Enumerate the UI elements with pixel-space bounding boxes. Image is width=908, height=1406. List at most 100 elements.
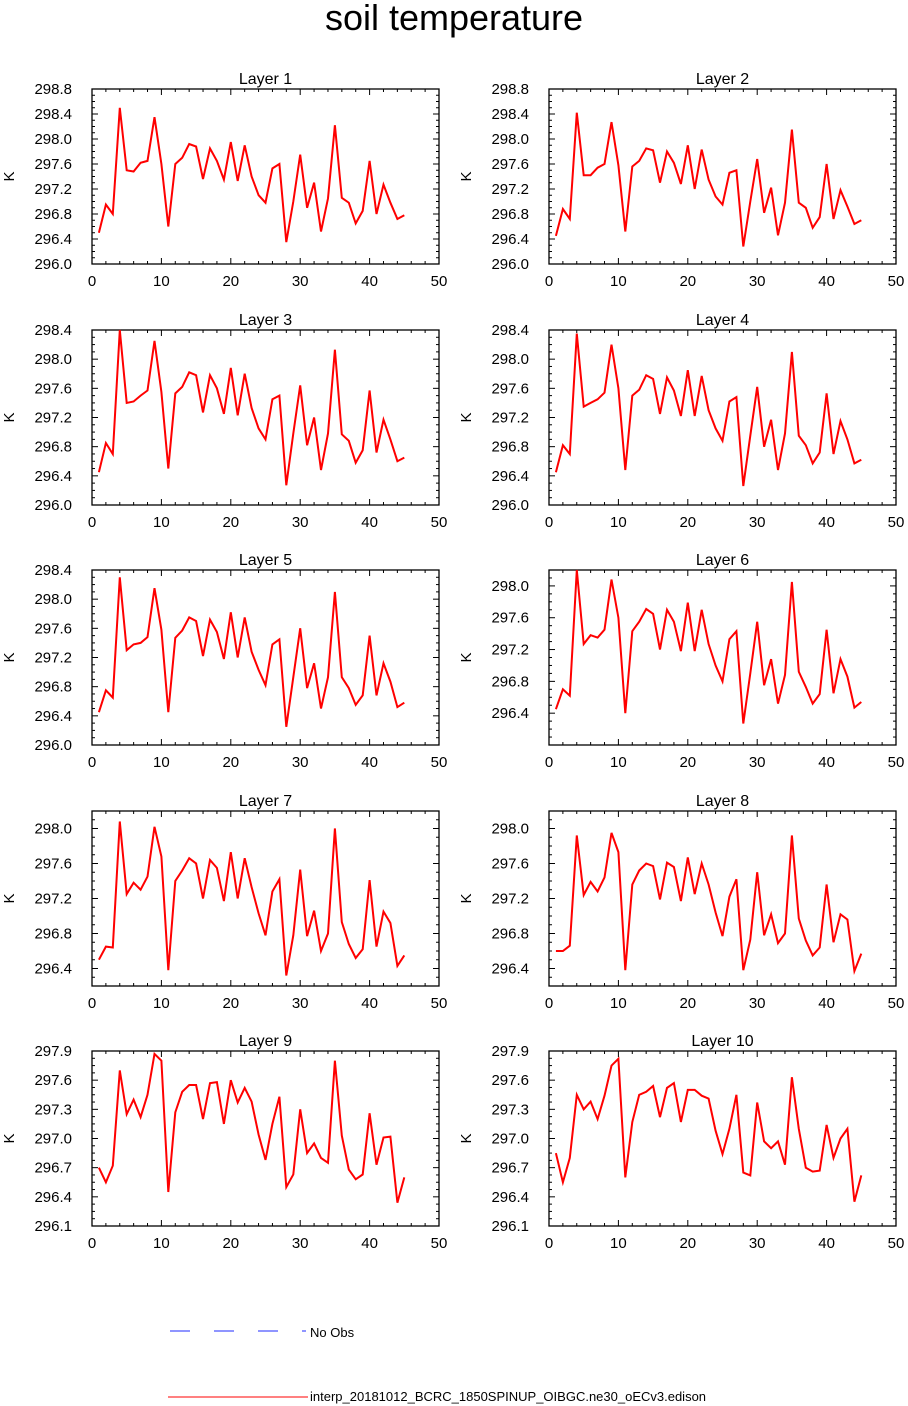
panel-layer-10: Layer 10 K 0 10 20 30 40 50 296.1 296.4 296.7 297.0… — [458, 1033, 904, 1252]
x-tick-label: 20 — [222, 273, 239, 290]
panel-title: Layer 5 — [239, 552, 292, 569]
y-tick-label: 298.4 — [34, 106, 72, 123]
y-tick-label: 297.6 — [491, 380, 529, 397]
x-tick-label: 0 — [545, 754, 553, 771]
x-tick-label: 40 — [361, 995, 378, 1012]
x-tick-label: 20 — [679, 754, 696, 771]
y-axis-label: K — [458, 893, 475, 903]
y-axis-label: K — [458, 412, 475, 422]
x-tick-label: 30 — [292, 1235, 309, 1252]
y-tick-label: 298.0 — [34, 591, 72, 608]
y-tick-label: 296.4 — [491, 961, 529, 978]
y-tick-label: 298.0 — [491, 821, 529, 838]
y-tick-label: 297.2 — [491, 891, 529, 908]
x-tick-label: 30 — [292, 754, 309, 771]
panel-layer-6: Layer 6 K 0 10 20 30 40 50 296.4 296.8 297.2 297.6 2… — [458, 552, 904, 771]
panel-layer-5: Layer 5 K 0 10 20 30 40 50 296.0 296.4 296.8 297.2 2… — [1, 552, 447, 771]
plot-frame — [91, 810, 440, 987]
y-tick-label: 296.7 — [491, 1160, 529, 1177]
x-tick-label: 50 — [431, 514, 448, 531]
y-tick-label: 296.4 — [34, 961, 72, 978]
y-tick-label: 297.2 — [491, 642, 529, 659]
y-tick-label: 298.4 — [34, 562, 72, 579]
panel-title: Layer 7 — [239, 793, 292, 810]
y-tick-label: 297.2 — [34, 891, 72, 908]
series-line — [97, 1051, 406, 1203]
y-tick-label: 297.2 — [491, 410, 529, 427]
x-tick-label: 40 — [818, 273, 835, 290]
x-tick-label: 20 — [222, 754, 239, 771]
y-tick-label: 297.9 — [491, 1043, 529, 1060]
plot-frame — [91, 88, 440, 265]
x-tick-label: 0 — [88, 514, 96, 531]
panel-title: Layer 1 — [239, 71, 292, 88]
x-tick-label: 50 — [431, 754, 448, 771]
x-tick-label: 0 — [88, 273, 96, 290]
series-line — [554, 569, 862, 724]
x-tick-label: 30 — [292, 273, 309, 290]
x-tick-label: 10 — [610, 514, 627, 531]
series-line — [554, 1056, 863, 1202]
y-tick-label: 296.0 — [491, 497, 529, 514]
y-tick-label: 296.4 — [491, 705, 529, 722]
x-tick-label: 10 — [153, 995, 170, 1012]
series-line — [98, 821, 406, 976]
x-tick-label: 50 — [431, 1235, 448, 1252]
legend-no-obs-swatch — [170, 1330, 306, 1332]
x-tick-label: 20 — [222, 1235, 239, 1252]
y-tick-label: 296.1 — [34, 1218, 72, 1235]
y-tick-label: 296.0 — [34, 497, 72, 514]
panel-layer-2: Layer 2 K 0 10 20 30 40 50 296.0 296.4 296.8 297.2 2… — [458, 71, 904, 290]
x-tick-label: 10 — [610, 995, 627, 1012]
y-tick-label: 298.4 — [491, 322, 529, 339]
y-axis-label: K — [458, 1133, 475, 1143]
x-tick-label: 30 — [749, 995, 766, 1012]
y-axis-label: K — [1, 893, 18, 903]
x-tick-label: 50 — [888, 754, 905, 771]
panel-title: Layer 4 — [696, 312, 749, 329]
y-tick-label: 296.8 — [34, 439, 72, 456]
y-tick-label: 296.4 — [34, 468, 72, 485]
x-tick-label: 30 — [749, 1235, 766, 1252]
legend-no-obs-label: No Obs — [310, 1325, 355, 1340]
x-tick-label: 20 — [222, 995, 239, 1012]
y-tick-label: 296.7 — [34, 1160, 72, 1177]
x-tick-label: 0 — [545, 1235, 553, 1252]
x-tick-label: 10 — [153, 754, 170, 771]
y-tick-label: 296.8 — [34, 679, 72, 696]
y-tick-label: 297.3 — [491, 1101, 529, 1118]
panel-title: Layer 9 — [239, 1033, 292, 1050]
y-tick-label: 298.8 — [34, 81, 72, 98]
y-axis-label: K — [1, 412, 18, 422]
y-tick-label: 296.4 — [34, 1189, 72, 1206]
x-tick-label: 20 — [222, 514, 239, 531]
x-tick-label: 10 — [153, 514, 170, 531]
y-tick-label: 296.0 — [34, 737, 72, 754]
y-tick-label: 296.1 — [491, 1218, 529, 1235]
plot-frame — [548, 569, 897, 746]
x-tick-label: 30 — [749, 273, 766, 290]
x-tick-label: 0 — [88, 995, 96, 1012]
y-tick-label: 297.0 — [491, 1131, 529, 1148]
panel-title: Layer 8 — [696, 793, 749, 810]
y-tick-label: 296.8 — [491, 439, 529, 456]
y-tick-label: 298.0 — [34, 131, 72, 148]
x-tick-label: 0 — [545, 995, 553, 1012]
series-line — [554, 333, 862, 487]
x-tick-label: 50 — [888, 1235, 905, 1252]
x-tick-label: 50 — [888, 514, 905, 531]
panel-layer-7: Layer 7 K 0 10 20 30 40 50 296.4 296.8 297.2 297.6 2… — [1, 793, 447, 1012]
series-line — [97, 329, 405, 486]
figure-title: soil temperature — [324, 0, 584, 38]
x-tick-label: 30 — [749, 514, 766, 531]
x-tick-label: 0 — [88, 754, 96, 771]
x-tick-label: 40 — [361, 273, 378, 290]
x-tick-label: 10 — [153, 1235, 170, 1252]
x-tick-label: 50 — [888, 273, 905, 290]
panel-title: Layer 6 — [696, 552, 749, 569]
panel-layer-8: Layer 8 K 0 10 20 30 40 50 296.4 296.8 297.2 297.6 2… — [458, 793, 904, 1012]
y-tick-label: 296.8 — [34, 926, 72, 943]
y-tick-label: 296.4 — [491, 231, 529, 248]
y-axis-label: K — [458, 652, 475, 662]
y-tick-label: 296.8 — [34, 206, 72, 223]
